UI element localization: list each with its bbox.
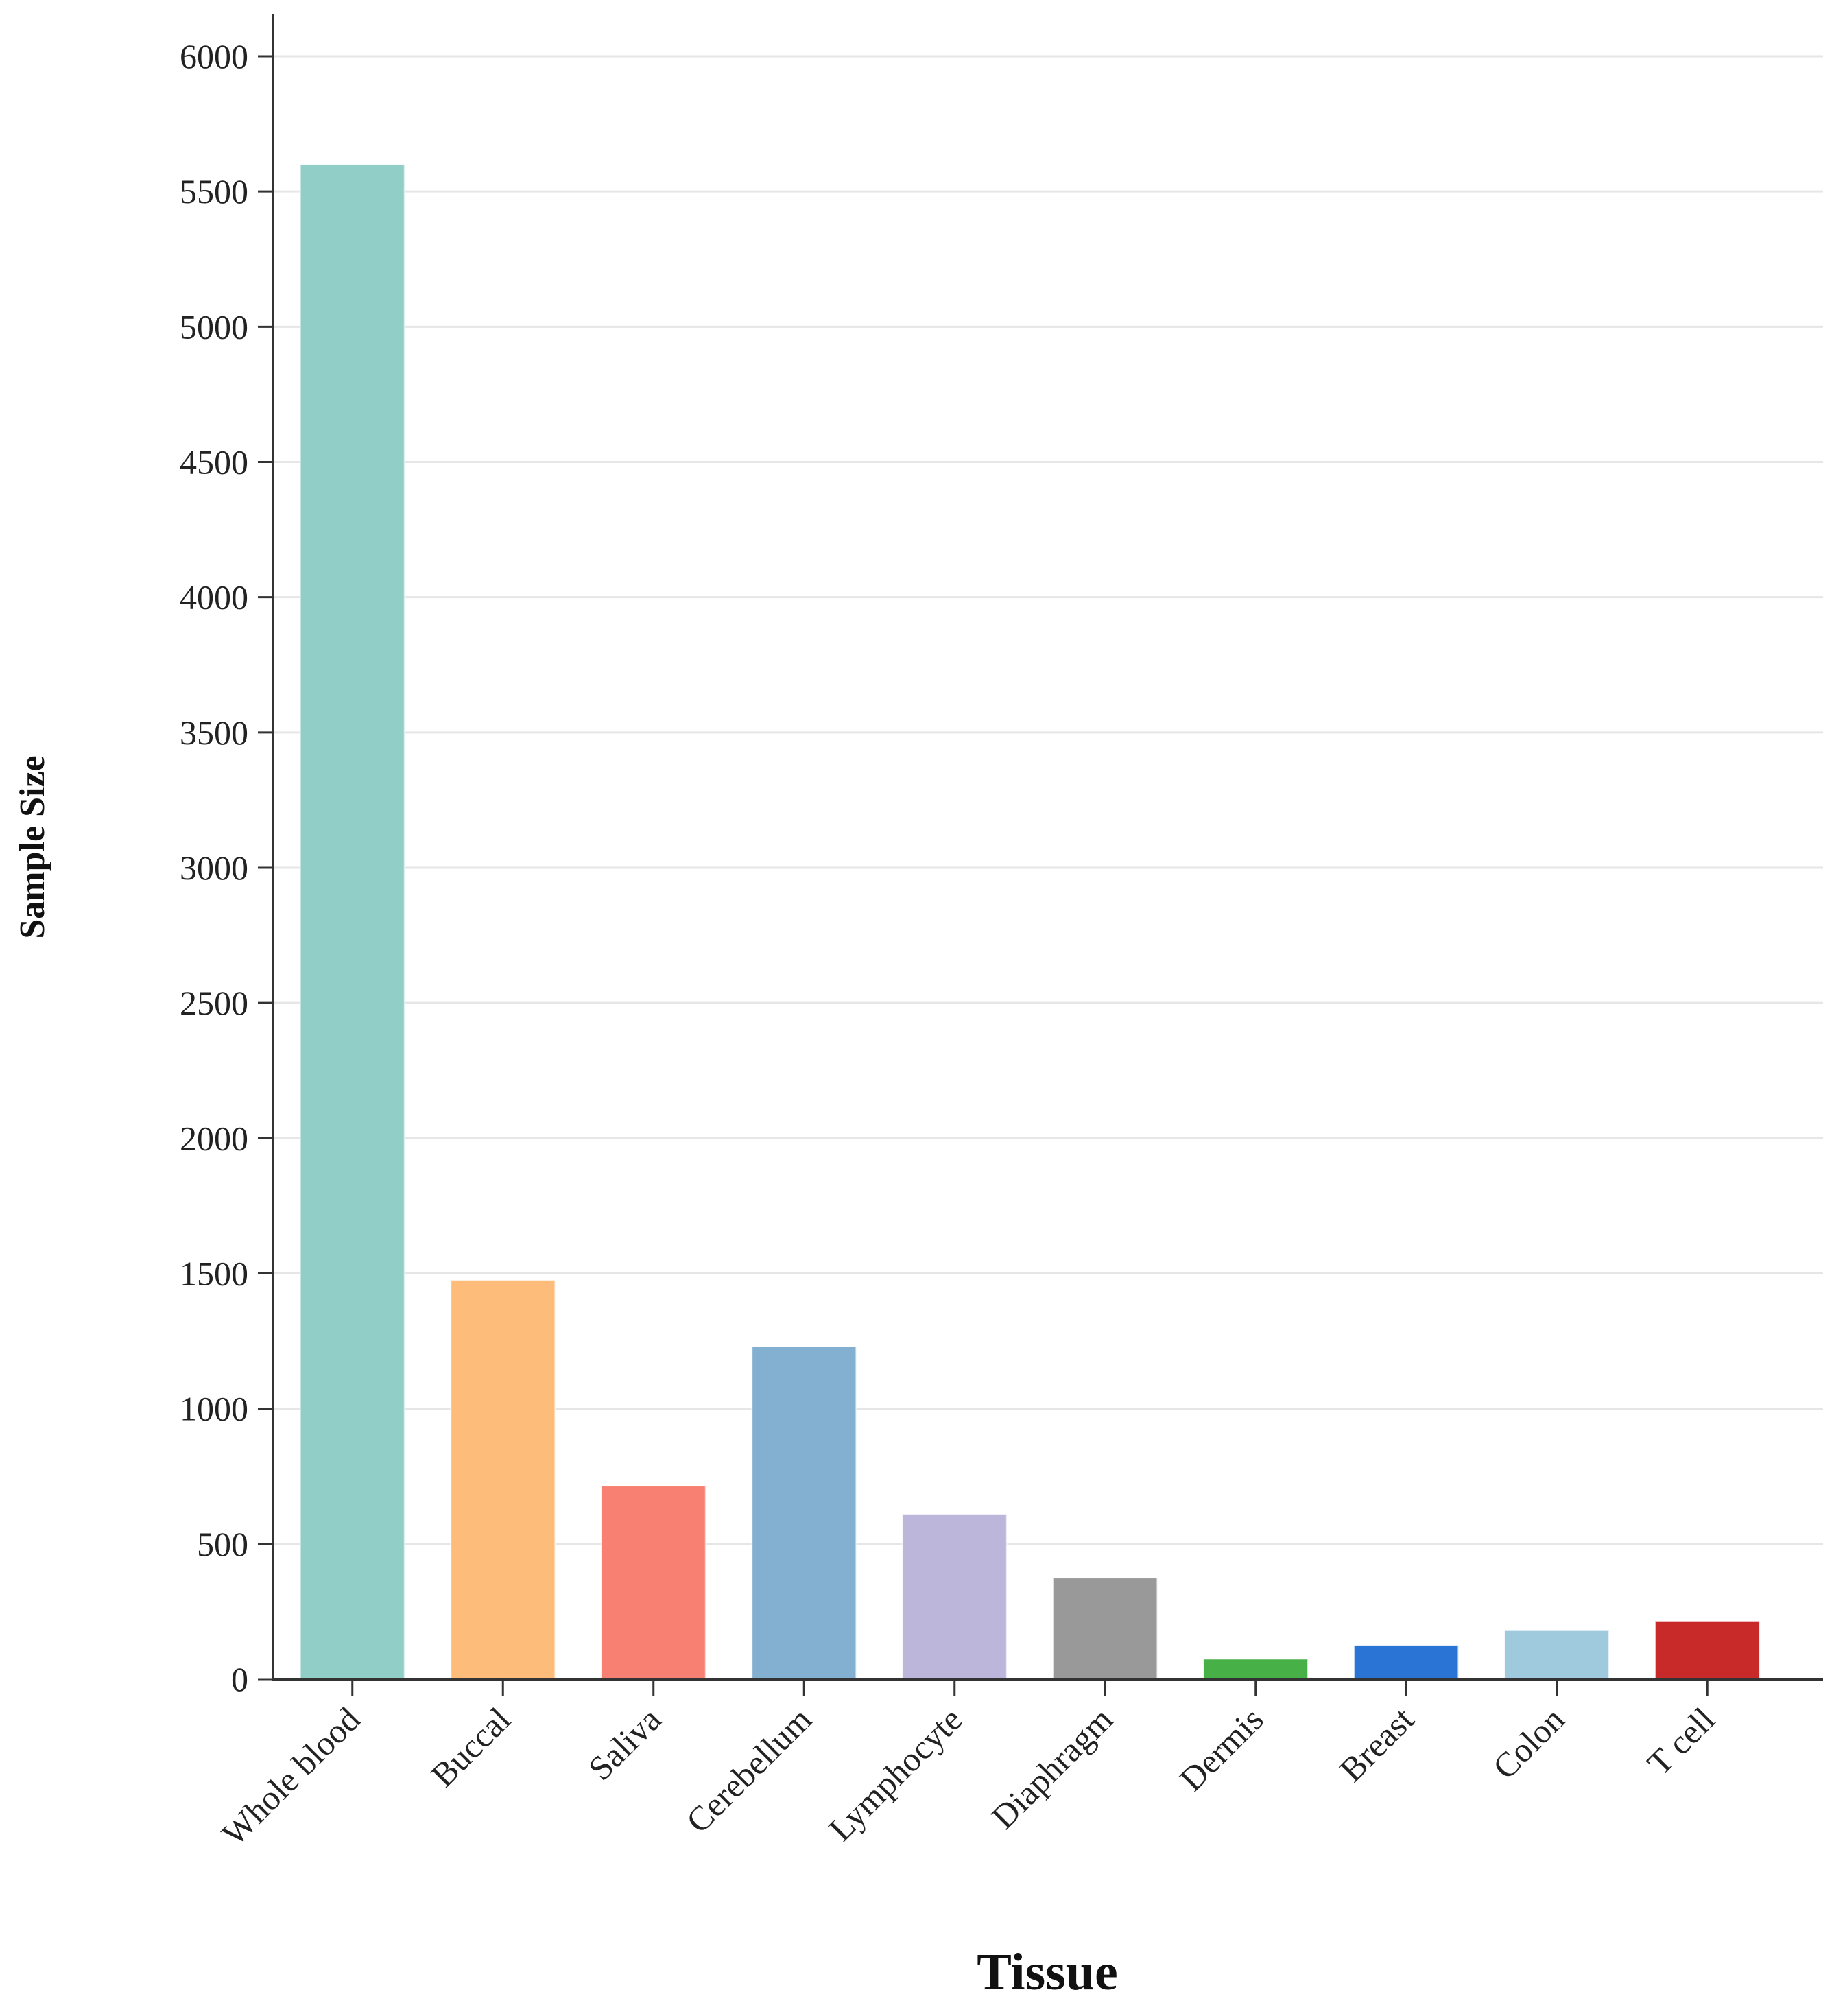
y-tick-label: 1000	[180, 1390, 248, 1428]
y-tick-label: 6000	[180, 37, 248, 75]
bar-diaphragm	[1052, 1577, 1158, 1680]
x-tick-label: T cell	[1640, 1700, 1722, 1782]
y-axis-ticks: 0 500 1000 1500 2000 2500 3000 3500 4000 4500 5000…	[180, 37, 273, 1698]
y-tick-label: 0	[231, 1660, 248, 1698]
y-tick-label: 2500	[180, 984, 248, 1022]
y-tick-label: 4000	[180, 578, 248, 617]
bars	[299, 163, 1761, 1681]
x-tick-label: Cerebellum	[678, 1700, 819, 1840]
bar-t-cell	[1654, 1620, 1761, 1680]
y-tick-label: 5500	[180, 172, 248, 211]
y-tick-label: 3500	[180, 713, 248, 752]
x-tick-label: Colon	[1485, 1700, 1571, 1786]
x-axis-ticks: Whole blood Buccal Saliva Cerebellum Lymphoc…	[214, 1679, 1722, 1853]
x-tick-label: Buccal	[423, 1700, 518, 1794]
x-axis-title: Tissue	[977, 1943, 1118, 2001]
y-axis-title: Sample Size	[13, 755, 52, 938]
x-tick-label: Whole blood	[214, 1700, 367, 1853]
x-tick-label: Lymphocyte	[821, 1700, 969, 1848]
y-tick-label: 3000	[180, 849, 248, 887]
y-tick-label: 1500	[180, 1255, 248, 1293]
bar-dermis	[1202, 1658, 1309, 1681]
x-tick-label: Diaphragm	[984, 1700, 1120, 1836]
y-tick-label: 500	[197, 1525, 248, 1563]
bar-lymphocyte	[901, 1513, 1008, 1681]
axes	[272, 14, 1823, 1681]
bar-breast	[1353, 1644, 1460, 1680]
x-tick-label: Saliva	[581, 1700, 669, 1788]
y-tick-label: 2000	[180, 1119, 248, 1157]
bar-cerebellum	[751, 1345, 857, 1680]
bar-saliva	[600, 1485, 706, 1681]
bar-whole-blood	[299, 163, 405, 1680]
y-tick-label: 4500	[180, 443, 248, 482]
x-tick-label: Dermis	[1172, 1700, 1271, 1799]
x-tick-label: Breast	[1332, 1700, 1421, 1789]
bar-colon	[1503, 1630, 1610, 1681]
y-tick-label: 5000	[180, 307, 248, 346]
bar-buccal	[450, 1279, 556, 1680]
